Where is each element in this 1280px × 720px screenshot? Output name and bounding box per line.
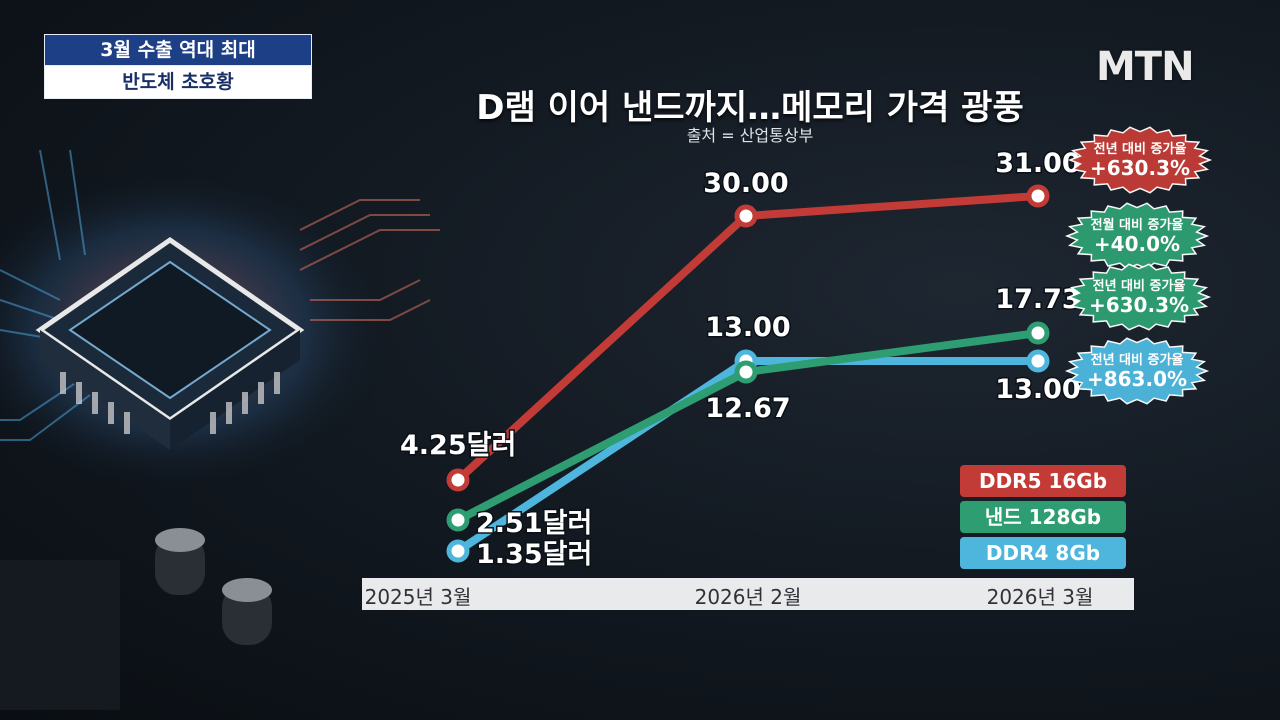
increase-badge: 전년 대비 증가율+863.0%: [1064, 337, 1210, 405]
badge-value: +863.0%: [1087, 367, 1187, 391]
badge-label: 전년 대비 증가율: [1091, 352, 1184, 368]
badge-label: 전월 대비 증가율: [1091, 217, 1184, 233]
data-point: [446, 508, 470, 532]
chart-source: 출처 = 산업통상부: [686, 126, 814, 145]
data-point: [734, 204, 758, 228]
chip-icon: [35, 236, 305, 450]
increase-badge: 전월 대비 증가율+40.0%: [1064, 202, 1210, 270]
legend-item-nand: 낸드 128Gb: [960, 501, 1126, 533]
data-label: 13.00: [705, 312, 790, 343]
badge-label: 전년 대비 증가율: [1094, 141, 1187, 157]
x-axis-bar: 2025년 3월 2026년 2월 2026년 3월: [362, 578, 1134, 610]
data-point: [1026, 184, 1050, 208]
legend-item-ddr5: DDR5 16Gb: [960, 465, 1126, 497]
caption-subheadline: 반도체 초호황: [44, 66, 312, 99]
x-tick-label: 2026년 2월: [694, 585, 802, 609]
data-label: 12.67: [705, 393, 790, 424]
data-point: [734, 360, 758, 384]
increase-badge: 전년 대비 증가율+630.3%: [1066, 263, 1212, 331]
x-tick-label: 2025년 3월: [364, 585, 472, 609]
chart-title: D램 이어 낸드까지…메모리 가격 광풍: [476, 88, 1024, 128]
data-point: [1026, 321, 1050, 345]
badge-value: +40.0%: [1094, 232, 1180, 256]
broadcaster-logo: MTN: [1096, 44, 1195, 90]
data-label: 17.73: [995, 284, 1080, 315]
data-label: 1.35달러: [476, 539, 592, 570]
data-point: [446, 539, 470, 563]
data-label: 4.25달러: [400, 430, 516, 461]
caption-headline: 3월 수출 역대 최대: [44, 34, 312, 66]
data-label: 2.51달러: [476, 508, 592, 539]
badge-label: 전년 대비 증가율: [1093, 278, 1186, 294]
badge-value: +630.3%: [1089, 293, 1189, 317]
data-label: 13.00: [995, 374, 1080, 405]
data-point: [446, 468, 470, 492]
news-caption: 3월 수출 역대 최대 반도체 초호황: [44, 34, 312, 99]
x-tick-label: 2026년 3월: [986, 585, 1094, 609]
data-label: 30.00: [703, 168, 788, 199]
data-label: 31.00: [995, 148, 1080, 179]
increase-badge: 전년 대비 증가율+630.3%: [1067, 126, 1213, 194]
data-point: [1026, 349, 1050, 373]
badge-value: +630.3%: [1090, 156, 1190, 180]
legend-item-ddr4: DDR4 8Gb: [960, 537, 1126, 569]
capacitor-icon: [155, 528, 272, 645]
